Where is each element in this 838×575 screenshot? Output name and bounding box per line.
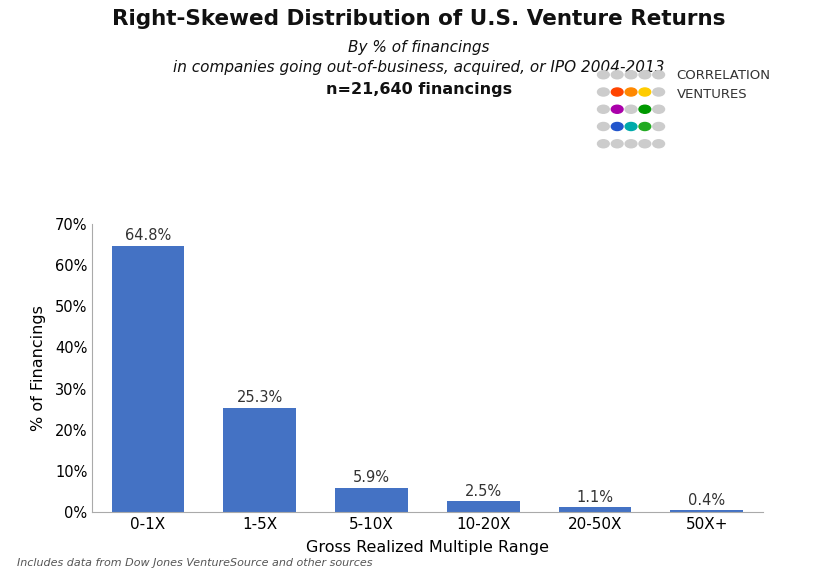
Y-axis label: % of Financings: % of Financings xyxy=(32,305,46,431)
Bar xyxy=(559,507,631,512)
Bar xyxy=(224,408,296,512)
Text: Right-Skewed Distribution of U.S. Venture Returns: Right-Skewed Distribution of U.S. Ventur… xyxy=(112,9,726,29)
Text: Includes data from Dow Jones VentureSource and other sources: Includes data from Dow Jones VentureSour… xyxy=(17,558,372,568)
Text: n=21,640 financings: n=21,640 financings xyxy=(326,82,512,97)
Text: 2.5%: 2.5% xyxy=(465,484,502,499)
Text: 64.8%: 64.8% xyxy=(125,228,171,243)
Text: 25.3%: 25.3% xyxy=(236,390,283,405)
Text: By % of financings: By % of financings xyxy=(349,40,489,55)
Text: 1.1%: 1.1% xyxy=(577,490,613,505)
Bar xyxy=(670,510,743,512)
Bar xyxy=(447,501,520,512)
X-axis label: Gross Realized Multiple Range: Gross Realized Multiple Range xyxy=(306,540,549,555)
Text: 5.9%: 5.9% xyxy=(353,470,390,485)
Bar xyxy=(335,488,408,512)
Text: 0.4%: 0.4% xyxy=(688,493,725,508)
Text: CORRELATION
VENTURES: CORRELATION VENTURES xyxy=(677,69,771,101)
Bar xyxy=(111,246,184,512)
Text: in companies going out-of-business, acquired, or IPO 2004-2013: in companies going out-of-business, acqu… xyxy=(173,60,665,75)
